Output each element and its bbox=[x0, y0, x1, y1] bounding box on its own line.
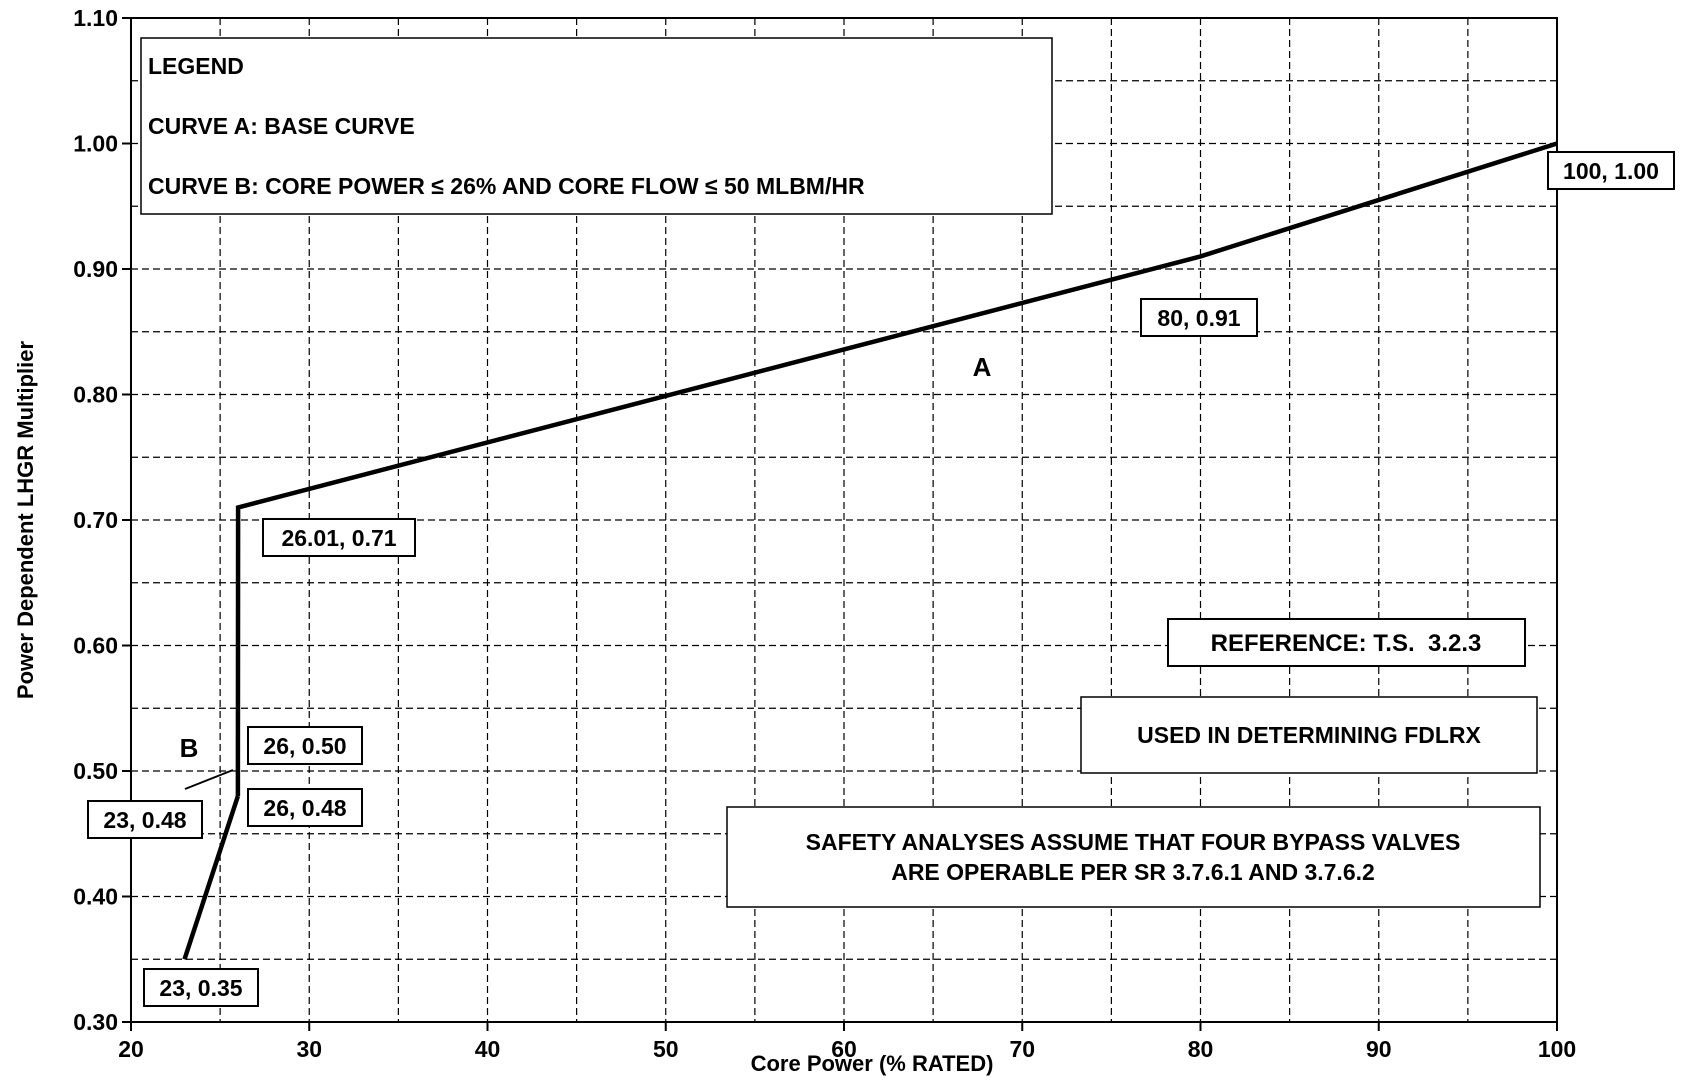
reference-note-text: REFERENCE: T.S. 3.2.3 bbox=[1211, 630, 1482, 657]
y-tick-label: 0.60 bbox=[73, 633, 118, 659]
safety-note: SAFETY ANALYSES ASSUME THAT FOUR BYPASS … bbox=[726, 806, 1541, 908]
point-label-box bbox=[1140, 298, 1258, 337]
x-tick-label: 20 bbox=[118, 1036, 144, 1062]
x-tick-label: 60 bbox=[831, 1036, 857, 1062]
y-tick-label: 1.00 bbox=[73, 131, 118, 157]
legend-box bbox=[140, 37, 1053, 215]
curve-a-line bbox=[235, 141, 1558, 797]
point-label: 100, 1.00 bbox=[1547, 151, 1675, 190]
curve-b-line bbox=[182, 795, 241, 960]
point-label-text: 100, 1.00 bbox=[1563, 158, 1659, 184]
point-label-text: 23, 0.35 bbox=[159, 975, 242, 1001]
legend-entry-b: CURVE B: CORE POWER ≤ 26% AND CORE FLOW … bbox=[148, 173, 865, 199]
x-tick-label: 30 bbox=[296, 1036, 322, 1062]
y-tick-label: 0.80 bbox=[73, 382, 118, 408]
safety-note-line-1: SAFETY ANALYSES ASSUME THAT FOUR BYPASS … bbox=[806, 829, 1461, 855]
point-label-box bbox=[143, 968, 259, 1007]
fdlrx-note-text: USED IN DETERMINING FDLRX bbox=[1137, 722, 1481, 748]
y-axis-title: Power Dependent LHGR Multiplier bbox=[13, 340, 38, 699]
legend: LEGEND CURVE A: BASE CURVE CURVE B: CORE… bbox=[140, 37, 1053, 215]
x-tick-label: 40 bbox=[475, 1036, 501, 1062]
point-label-text: 80, 0.91 bbox=[1157, 305, 1240, 331]
x-tick-label: 80 bbox=[1188, 1036, 1214, 1062]
y-tick-label: 1.10 bbox=[73, 5, 118, 31]
x-tick-label: 50 bbox=[653, 1036, 679, 1062]
point-label-box bbox=[87, 800, 203, 839]
point-label: 23, 0.48 bbox=[87, 800, 203, 839]
point-label: 26.01, 0.71 bbox=[262, 518, 416, 557]
point-label-text: 26, 0.50 bbox=[263, 733, 346, 759]
y-tick-label: 0.90 bbox=[73, 256, 118, 282]
axis-ticks: 20 30 40 50 60 70 80 90 100 0.30 0.40 0.50 0.60 0.70 0… bbox=[73, 5, 1576, 1062]
safety-note-box bbox=[726, 806, 1541, 908]
legend-entry-a: CURVE A: BASE CURVE bbox=[148, 113, 415, 139]
point-label: 23, 0.35 bbox=[143, 968, 259, 1007]
point-label-text: 26, 0.48 bbox=[263, 795, 346, 821]
fdlrx-note: USED IN DETERMINING FDLRX bbox=[1080, 696, 1538, 774]
curve-label-b: B bbox=[180, 733, 199, 763]
y-tick-label: 0.70 bbox=[73, 507, 118, 533]
point-label: 80, 0.91 bbox=[1140, 298, 1258, 337]
point-label-text: 23, 0.48 bbox=[103, 807, 186, 833]
point-label-box bbox=[262, 518, 416, 557]
reference-note-box bbox=[1167, 618, 1526, 667]
point-label: 26, 0.48 bbox=[247, 788, 363, 827]
x-tick-label: 100 bbox=[1538, 1036, 1576, 1062]
x-tick-label: 70 bbox=[1009, 1036, 1035, 1062]
point-label-box bbox=[247, 788, 363, 827]
y-tick-label: 0.30 bbox=[73, 1009, 118, 1035]
point-label-box bbox=[247, 726, 363, 765]
point-label-box bbox=[1547, 151, 1675, 190]
y-tick-label: 0.40 bbox=[73, 884, 118, 910]
x-tick-label: 90 bbox=[1366, 1036, 1392, 1062]
plot-frame bbox=[130, 17, 1558, 1023]
fdlrx-note-box bbox=[1080, 696, 1538, 774]
safety-note-line-2: ARE OPERABLE PER SR 3.7.6.1 AND 3.7.6.2 bbox=[891, 859, 1375, 885]
legend-title: LEGEND bbox=[148, 53, 244, 79]
reference-note: REFERENCE: T.S. 3.2.3 bbox=[1167, 618, 1526, 667]
point-label-text: 26.01, 0.71 bbox=[281, 525, 396, 551]
curves bbox=[182, 141, 1558, 960]
y-tick-label: 0.50 bbox=[73, 758, 118, 784]
curve-label-a: A bbox=[973, 352, 992, 382]
curve-b-leader-line bbox=[184, 769, 234, 790]
point-label: 26, 0.50 bbox=[247, 726, 363, 765]
x-axis-title: Core Power (% RATED) bbox=[751, 1051, 994, 1076]
